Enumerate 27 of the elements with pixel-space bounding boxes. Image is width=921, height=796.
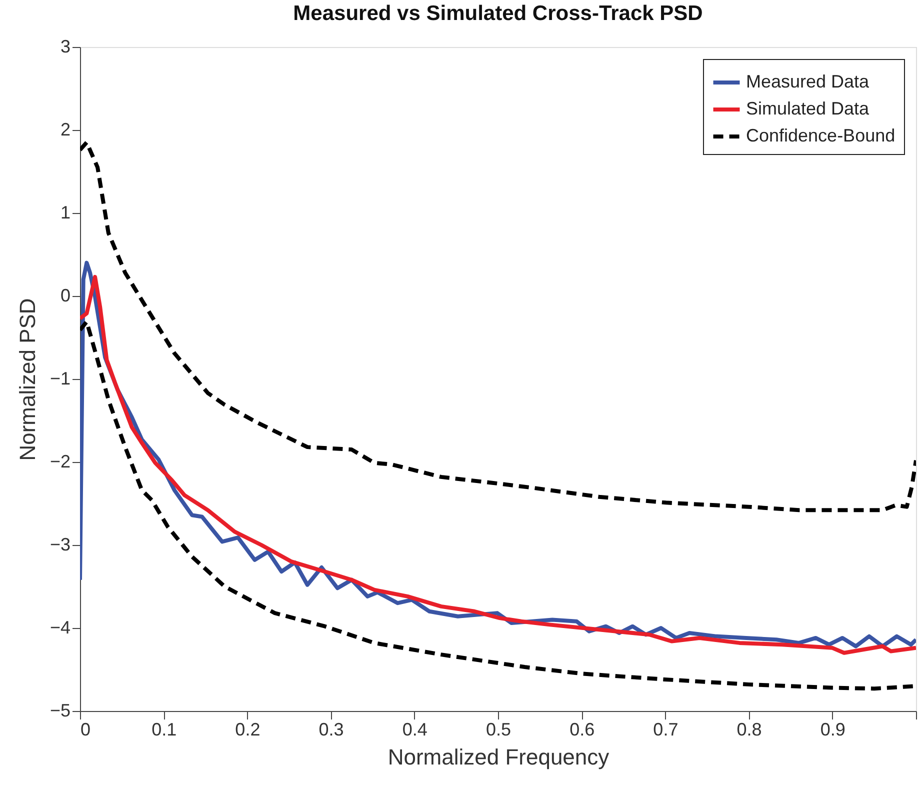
y-tick-label: −1 xyxy=(50,368,70,388)
x-axis-title: Normalized Frequency xyxy=(388,744,610,770)
y-tick-label: 1 xyxy=(60,202,70,222)
x-tick-label: 0.1 xyxy=(152,720,177,740)
legend-label: Confidence-Bound xyxy=(746,126,896,146)
x-tick-label: 0.3 xyxy=(318,720,344,740)
y-tick-label: −4 xyxy=(50,618,70,638)
x-tick-label: 0.8 xyxy=(736,720,762,740)
x-tick-label: 0.4 xyxy=(402,720,428,740)
x-tick-label: 0.7 xyxy=(653,720,678,740)
x-tick-label: 0.5 xyxy=(486,720,512,740)
legend-label: Measured Data xyxy=(746,72,870,92)
x-tick-label: 0.6 xyxy=(570,720,595,740)
line-series xyxy=(80,320,916,691)
y-tick-label: −3 xyxy=(50,534,70,554)
y-axis-title: Normalized PSD xyxy=(14,298,40,461)
chart-title: Measured vs Simulated Cross-Track PSD xyxy=(293,2,703,25)
legend-label: Simulated Data xyxy=(746,98,870,118)
y-tick-label: 3 xyxy=(60,36,70,56)
y-tick-label: −5 xyxy=(50,700,70,720)
line-series xyxy=(80,140,916,512)
y-tick-label: 2 xyxy=(60,120,70,140)
x-tick-label: 0.2 xyxy=(235,720,260,740)
y-tick-label: −2 xyxy=(50,452,70,472)
y-tick-label: 0 xyxy=(60,286,70,306)
x-tick-label: 0.9 xyxy=(820,720,846,740)
x-tick-label: 0 xyxy=(80,720,91,740)
